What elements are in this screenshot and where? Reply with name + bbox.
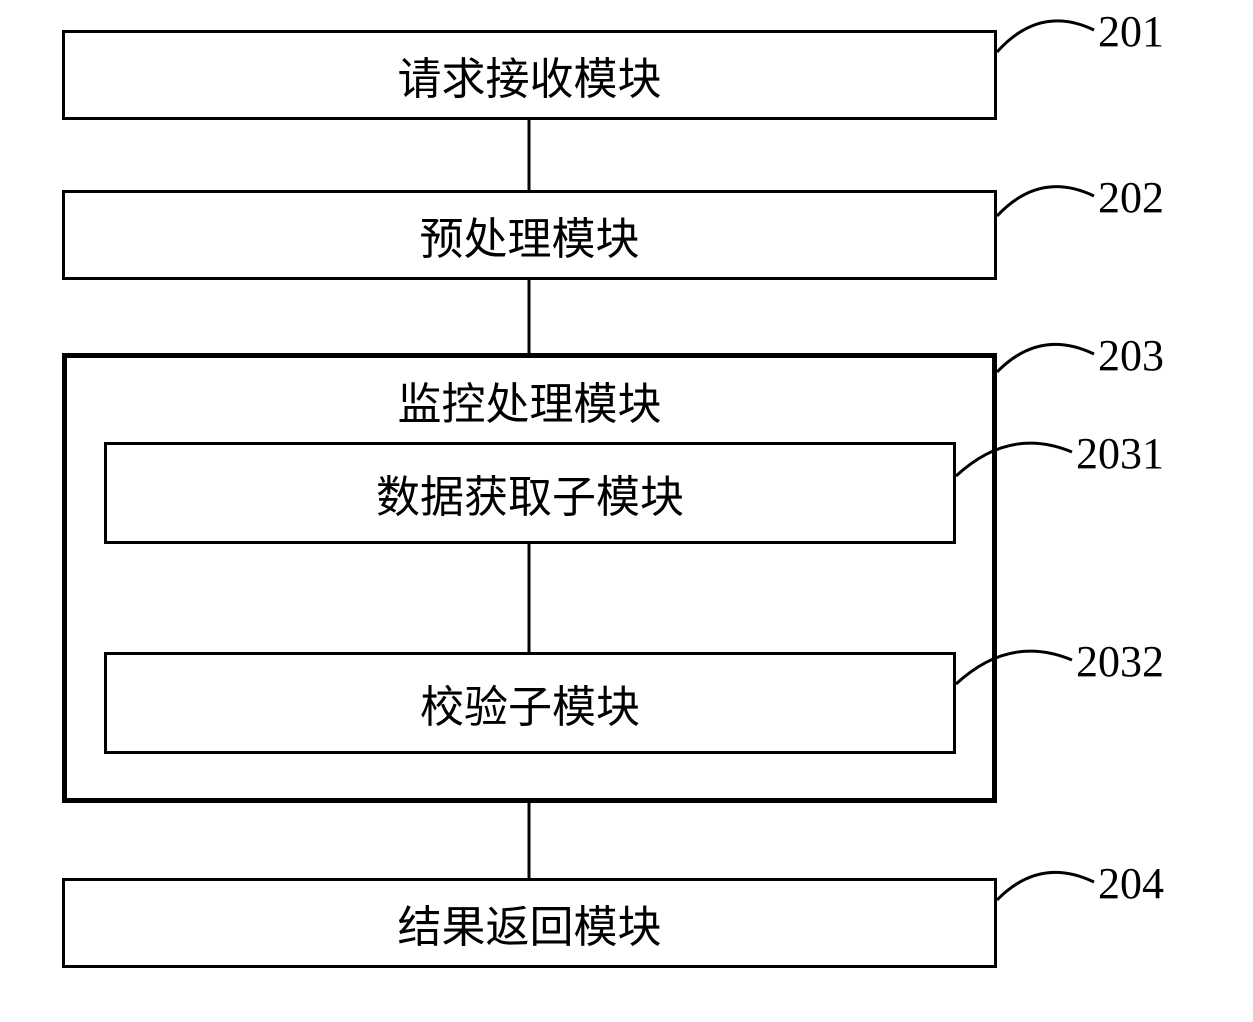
box-text: 预处理模块 bbox=[420, 203, 640, 267]
label-204: 204 bbox=[1098, 858, 1164, 909]
box-data-acquire-submodule: 数据获取子模块 bbox=[104, 442, 956, 544]
label-201: 201 bbox=[1098, 6, 1164, 57]
box-verify-submodule: 校验子模块 bbox=[104, 652, 956, 754]
label-2032: 2032 bbox=[1076, 636, 1164, 687]
box-text: 结果返回模块 bbox=[398, 891, 662, 955]
label-203: 203 bbox=[1098, 330, 1164, 381]
box-text: 请求接收模块 bbox=[398, 43, 662, 107]
box-text: 监控处理模块 bbox=[398, 368, 662, 432]
box-text: 数据获取子模块 bbox=[376, 461, 684, 525]
label-202: 202 bbox=[1098, 172, 1164, 223]
box-result-return-module: 结果返回模块 bbox=[62, 878, 997, 968]
diagram-canvas: 请求接收模块 201 预处理模块 202 监控处理模块 203 数据获取子模块 … bbox=[0, 0, 1253, 1022]
box-request-receive-module: 请求接收模块 bbox=[62, 30, 997, 120]
box-text: 校验子模块 bbox=[420, 671, 640, 735]
box-preprocess-module: 预处理模块 bbox=[62, 190, 997, 280]
label-2031: 2031 bbox=[1076, 428, 1164, 479]
